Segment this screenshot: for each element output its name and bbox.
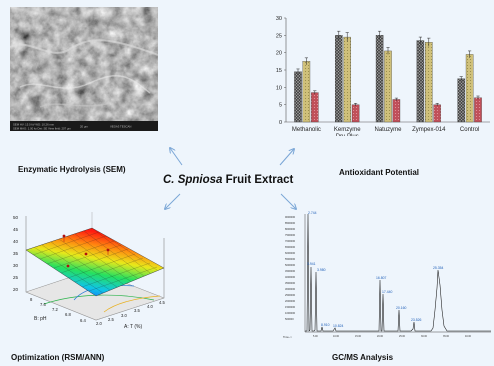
optimization-caption: Optimization (RSM/ANN) [11, 353, 105, 362]
category-label: Control [460, 127, 479, 133]
category-label: Kemzyme [334, 127, 361, 133]
t-tick: 4.0 [147, 304, 153, 309]
svg-text:15.00: 15.00 [355, 335, 362, 338]
svg-text:7000000: 7000000 [285, 239, 296, 243]
center-title-species: C. Spniosa [163, 174, 223, 186]
svg-text:500000: 500000 [285, 317, 294, 321]
svg-text:3500000: 3500000 [285, 281, 296, 285]
svg-text:10.00: 10.00 [333, 335, 340, 338]
arrow-to-antioxidant [279, 149, 294, 166]
svg-text:20.00: 20.00 [377, 335, 384, 338]
svg-text:4000000: 4000000 [285, 275, 296, 279]
center-title-rest: Fruit Extract [222, 174, 294, 186]
y-tick-label: 5 [279, 103, 282, 109]
z-tick: 35 [13, 251, 19, 256]
z-tick: 30 [13, 263, 19, 268]
y-tick-label: 15 [276, 68, 282, 74]
z-tick: 40 [13, 239, 19, 244]
t-tick: 4.5 [159, 300, 165, 305]
svg-text:7500000: 7500000 [285, 233, 296, 237]
gcms-caption: GC/MS Analysis [332, 353, 394, 362]
arrow-to-sem [170, 148, 183, 166]
arrow-to-gcms [280, 193, 296, 209]
svg-text:1500000: 1500000 [285, 305, 296, 309]
t-tick: 2.5 [108, 317, 114, 322]
svg-text:6000000: 6000000 [285, 251, 296, 255]
y-tick-label: 20 [276, 51, 282, 57]
svg-text:8500000: 8500000 [285, 221, 296, 225]
category-label: Methanolic [292, 127, 321, 133]
t-tick: 3.5 [134, 308, 140, 313]
svg-text:2500000: 2500000 [285, 293, 296, 297]
svg-text:8000000: 8000000 [285, 227, 296, 231]
svg-text:2000000: 2000000 [285, 299, 296, 303]
z-tick: 20 [13, 287, 19, 292]
ph-axis-label: B: pH [34, 316, 47, 322]
category-label: Natuzyme [374, 127, 402, 133]
svg-text:SEM HV: 15.0 kV WD: 10.26 mm: SEM HV: 15.0 kV WD: 10.26 mm [13, 123, 55, 127]
t-tick: 3.0 [121, 313, 127, 318]
peak-label: 17.440 [382, 290, 392, 294]
peak-label: 10.824 [333, 324, 343, 328]
ph-tick: 7.2 [52, 307, 58, 312]
sem-caption: Enzymatic Hydrolysis (SEM) [18, 165, 126, 174]
z-tick: 25 [13, 275, 19, 280]
svg-text:3000000: 3000000 [285, 287, 296, 291]
svg-text:35.00: 35.00 [443, 335, 450, 338]
z-tick: 45 [13, 227, 19, 232]
arrow-to-optimization [165, 193, 181, 209]
ph-tick: 7.6 [40, 302, 46, 307]
gcms-chromatogram: 9000000 8500000 8000000 7500000 7000000 6500… [283, 210, 493, 342]
y-tick-label: 25 [276, 33, 282, 39]
svg-text:5000000: 5000000 [285, 263, 296, 267]
svg-text:40.00: 40.00 [465, 335, 472, 338]
peak-label: 2.744 [308, 211, 317, 215]
svg-text:5.00: 5.00 [313, 335, 318, 338]
y-tick-label: 30 [276, 16, 282, 22]
svg-text:SEM MAG: 1.00 kx Det: SE V: SEM MAG: 1.00 kx Det: SE View field: 207… [13, 127, 72, 131]
svg-text:VEGA3 TESCAN: VEGA3 TESCAN [110, 125, 131, 129]
ph-tick: 6.4 [80, 318, 86, 323]
svg-text:Time-->: Time--> [283, 335, 292, 339]
ph-tick: 8 [30, 297, 33, 302]
svg-text:20 µm: 20 µm [80, 125, 88, 129]
sem-image: SEM HV: 15.0 kV WD: 10.26 mm SEM MAG: 1.… [9, 7, 159, 131]
peak-label: 3.980 [317, 268, 326, 272]
svg-text:6500000: 6500000 [285, 245, 296, 249]
peak-label: 8.910 [321, 323, 330, 327]
rsm-surface-plot: 50 45 40 35 30 25 20 8 7.6 7.2 6.8 6.4 B… [4, 208, 176, 338]
y-tick-label: 10 [276, 85, 282, 91]
peak-label: 20.160 [396, 306, 406, 310]
ph-tick: 6.8 [65, 312, 71, 317]
peak-label: 3.941 [307, 262, 316, 266]
z-tick: 50 [13, 215, 19, 220]
svg-text:4500000: 4500000 [285, 269, 296, 273]
peak-label: 16.807 [376, 276, 386, 280]
peak-label: 23.526 [411, 318, 421, 322]
antioxidant-caption: Antioxidant Potential [339, 168, 419, 177]
y-tick-label: 0 [279, 120, 282, 126]
svg-text:25.00: 25.00 [399, 335, 406, 338]
svg-text:1000000: 1000000 [285, 311, 296, 315]
svg-text:5500000: 5500000 [285, 257, 296, 261]
category-label: Zympex-014 [412, 127, 446, 133]
svg-text:30.00: 30.00 [421, 335, 428, 338]
center-title: C. Spniosa Fruit Extract [163, 174, 293, 186]
peak-label: 25.354 [433, 266, 443, 270]
antioxidant-chart: 051015202530MethanolicKemzymeDry-PlusNat… [268, 10, 494, 140]
t-tick: 2.0 [96, 321, 102, 326]
t-axis-label: A: T (%) [124, 324, 142, 330]
svg-text:9000000: 9000000 [285, 215, 296, 219]
